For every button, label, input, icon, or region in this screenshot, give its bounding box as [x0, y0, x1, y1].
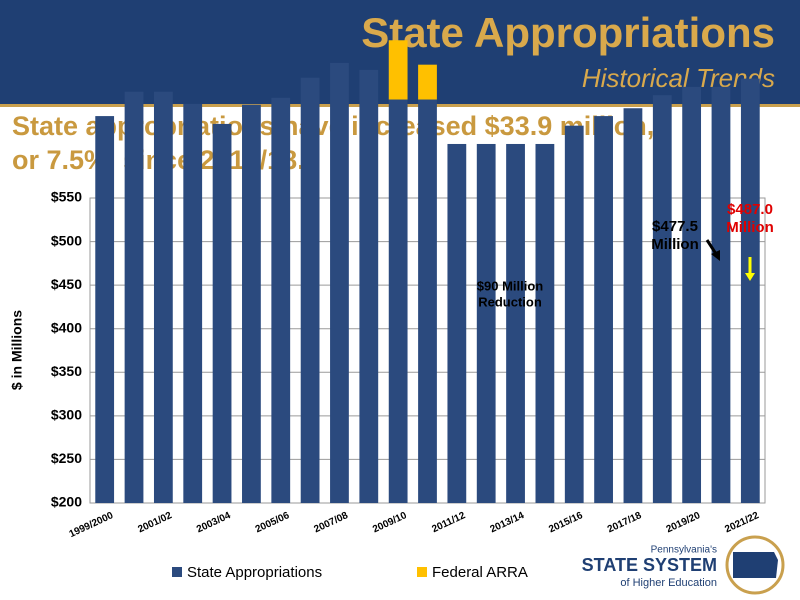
bar	[476, 143, 496, 503]
bar	[271, 97, 291, 504]
y-tick-label: $400	[51, 319, 82, 335]
y-tick-label: $350	[51, 363, 82, 379]
bar	[447, 143, 467, 503]
annotation: Reduction	[478, 294, 542, 309]
legend: State Appropriations Federal ARRA	[172, 564, 528, 581]
logo-text: of Higher Education	[620, 577, 717, 589]
logo: Pennsylvania's STATE SYSTEM of Higher Ed…	[582, 535, 785, 595]
bar	[330, 62, 349, 504]
bar	[740, 78, 760, 503]
y-tick-label: $300	[51, 407, 82, 423]
bar	[652, 95, 672, 504]
logo-text: STATE SYSTEM	[582, 555, 717, 575]
annotation: $90 Million	[477, 278, 544, 293]
bar	[95, 116, 115, 503]
legend-swatch	[172, 567, 182, 577]
bar	[359, 69, 379, 504]
y-tick-label: $550	[51, 189, 82, 205]
arrow-head	[711, 250, 720, 261]
slide-title: State Appropriations	[361, 9, 775, 56]
bar	[682, 86, 702, 504]
y-tick-label: $500	[51, 232, 82, 248]
bar	[388, 99, 408, 504]
bar	[535, 143, 555, 503]
bar	[183, 103, 203, 503]
annotation: Million	[726, 219, 774, 236]
legend-label: Federal ARRA	[432, 564, 528, 581]
bar	[418, 99, 437, 504]
bar	[506, 143, 525, 503]
logo-ring	[725, 535, 785, 595]
plot: $200$250$300$350$400$450$500$5501999/200…	[51, 40, 774, 540]
bar	[153, 91, 173, 503]
bar	[418, 64, 437, 100]
logo-text: Pennsylvania's	[651, 545, 717, 556]
bar	[564, 125, 584, 504]
bar	[711, 86, 731, 504]
bar	[124, 91, 144, 503]
annotation: $477.5	[652, 218, 698, 235]
bar	[623, 108, 643, 503]
y-tick-label: $250	[51, 450, 82, 466]
bar	[388, 40, 408, 100]
bar	[300, 77, 320, 503]
y-tick-label: $450	[51, 276, 82, 292]
bar	[242, 104, 261, 503]
legend-swatch	[417, 567, 427, 577]
annotation: $487.0	[727, 201, 773, 218]
y-axis-label: $ in Millions	[9, 310, 25, 390]
logo-shape	[733, 552, 778, 578]
annotation: Million	[651, 236, 699, 253]
y-tick-label: $200	[51, 494, 82, 510]
legend-label: State Appropriations	[187, 564, 322, 581]
arrow-head	[745, 273, 755, 281]
bar	[212, 123, 232, 503]
bar	[594, 116, 613, 503]
